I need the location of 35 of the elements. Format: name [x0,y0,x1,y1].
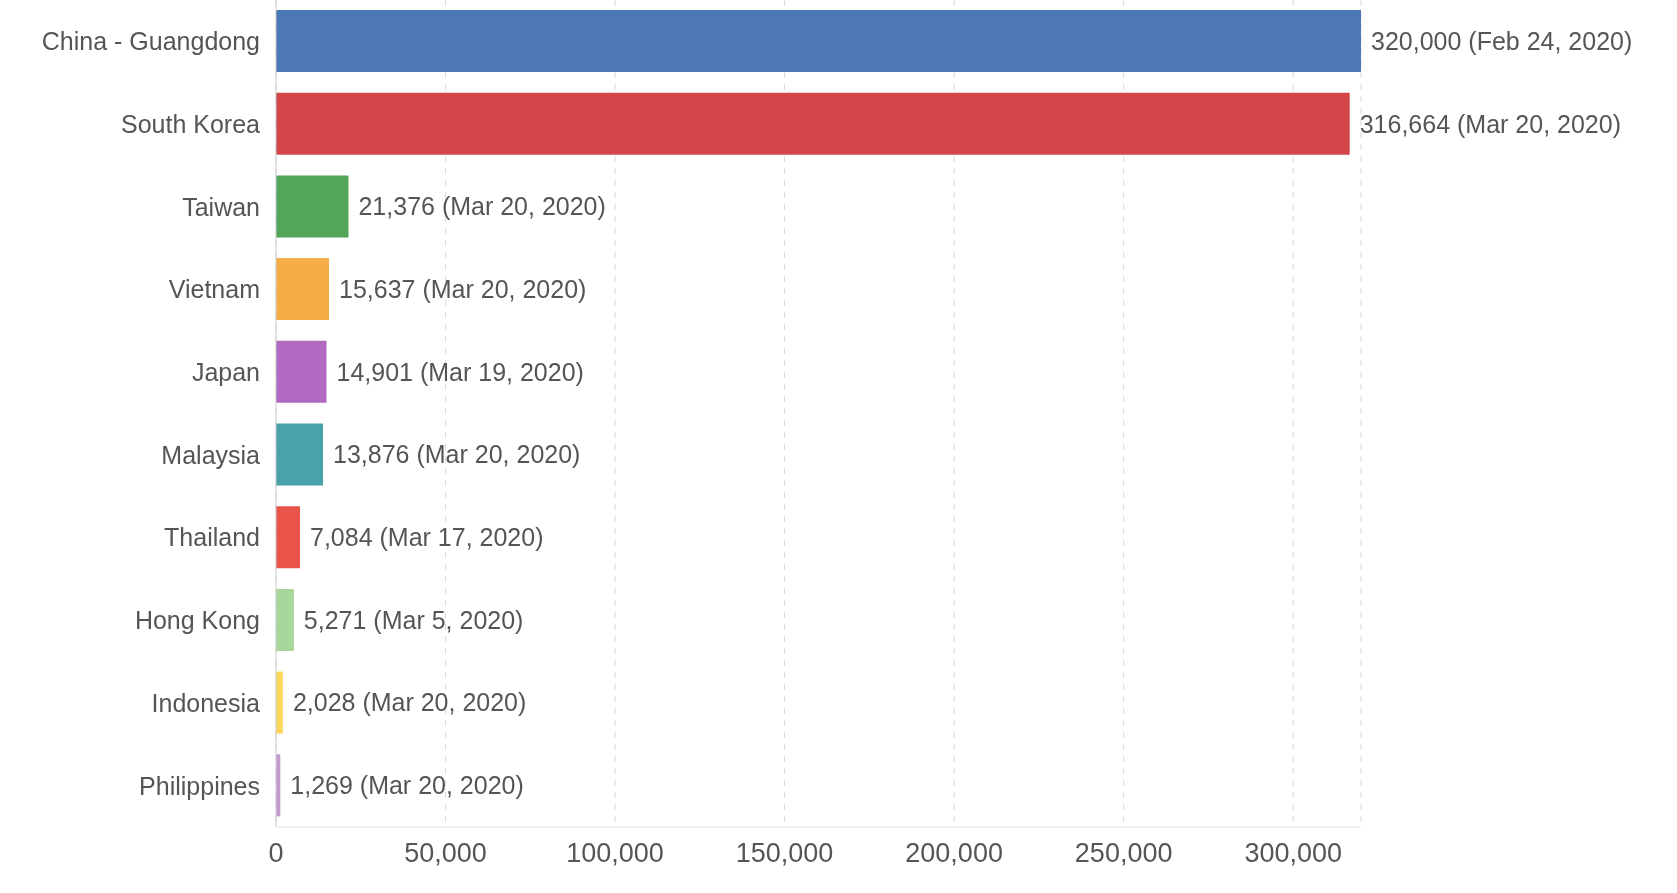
bar [276,340,327,403]
bar [276,10,1361,72]
y-tick-label: China - Guangdong [41,27,260,56]
bar [276,175,349,238]
bar [276,588,294,651]
bar [276,506,301,569]
bar [276,258,330,321]
data-label: 320,000 (Feb 24, 2020) [1371,26,1633,55]
data-label: 14,901 (Mar 19, 2020) [336,357,584,386]
data-label: 5,271 (Mar 5, 2020) [303,605,524,634]
x-tick-label: 100,000 [566,838,664,869]
data-label: 21,376 (Mar 20, 2020) [358,192,606,221]
data-label: 7,084 (Mar 17, 2020) [310,523,544,552]
x-tick-label: 200,000 [905,838,1003,869]
data-label: 13,876 (Mar 20, 2020) [333,440,581,469]
x-tick-label: 50,000 [404,838,487,869]
x-tick-label: 150,000 [735,838,834,869]
y-tick-label: South Korea [121,109,261,138]
y-tick-label: Vietnam [168,275,260,304]
x-tick-label: 300,000 [1244,838,1342,869]
data-label: 2,028 (Mar 20, 2020) [292,688,527,717]
y-tick-label: Malaysia [161,440,261,469]
data-label: 15,637 (Mar 20, 2020) [339,274,587,303]
y-tick-label: Japan [191,358,260,387]
y-tick-label: Taiwan [182,192,260,221]
x-tick-label: 250,000 [1074,838,1173,869]
y-tick-label: Indonesia [151,688,261,717]
bar [276,423,324,486]
x-tick-label: 0 [268,838,284,869]
bar [276,92,1350,155]
y-tick-label: Philippines [139,771,260,800]
y-tick-label: Hong Kong [134,606,260,635]
y-tick-label: Thailand [164,523,260,552]
data-label: 316,664 (Mar 20, 2020) [1359,109,1621,138]
data-label: 1,269 (Mar 20, 2020) [290,771,524,800]
